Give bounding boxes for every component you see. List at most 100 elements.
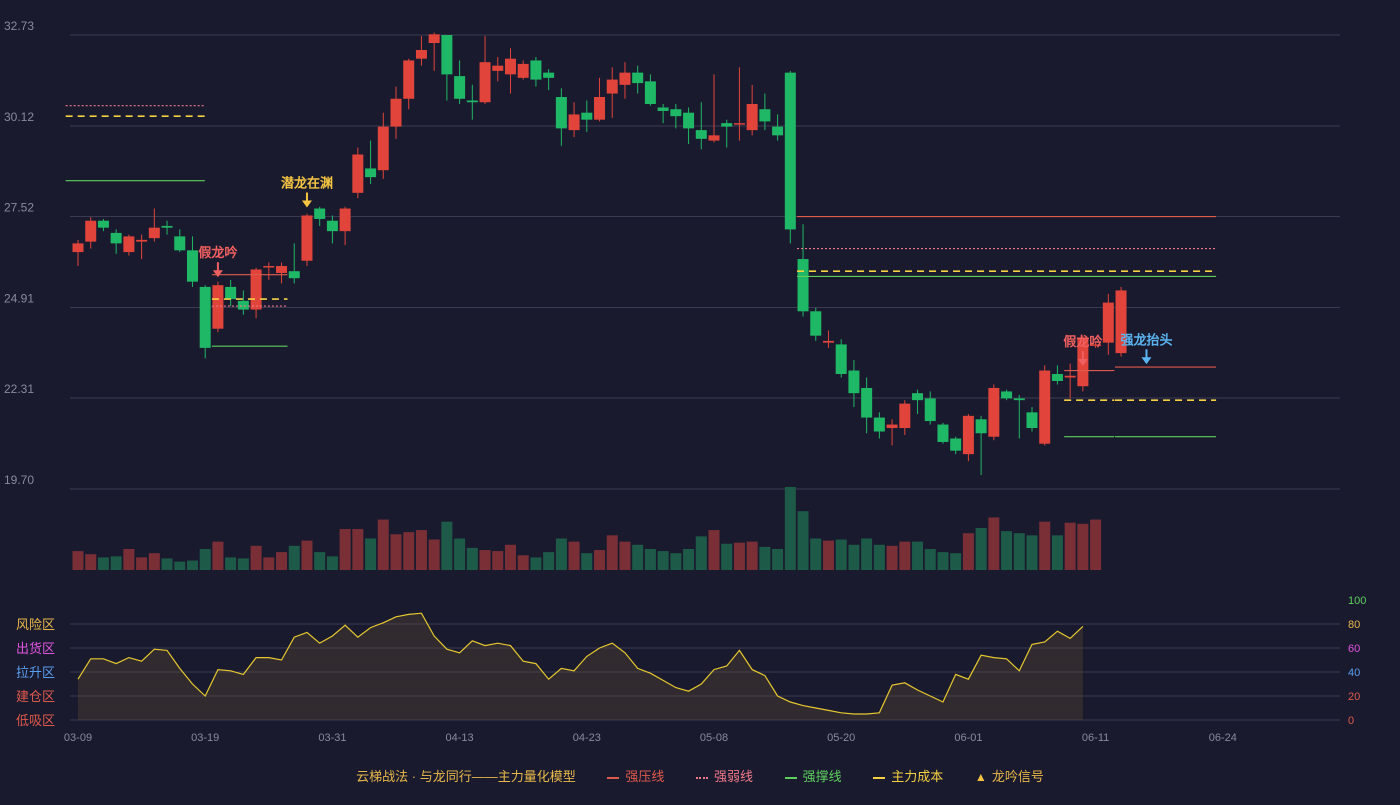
date-tick-label: 06-01 bbox=[954, 732, 982, 744]
volume-bar bbox=[136, 557, 148, 570]
candle-body bbox=[466, 100, 478, 103]
candle-body bbox=[708, 135, 720, 141]
candle-body bbox=[899, 403, 911, 429]
osc-line bbox=[77, 612, 1084, 715]
date-tick-label: 05-20 bbox=[827, 732, 855, 744]
price-tick-label: 22.31 bbox=[4, 382, 34, 396]
candle-body bbox=[225, 286, 237, 300]
candle-body bbox=[950, 438, 962, 451]
legend-swatch bbox=[696, 776, 708, 779]
legend-item-signal: ▲ 龙吟信号 bbox=[975, 766, 1044, 785]
signal-arrow-head bbox=[1077, 359, 1088, 367]
volume-bar bbox=[543, 552, 555, 570]
candle-body bbox=[1115, 290, 1127, 354]
candle-body bbox=[530, 60, 542, 80]
candle-body bbox=[237, 300, 249, 310]
osc-right-tick: 20 bbox=[1348, 691, 1360, 703]
candle-body bbox=[975, 419, 987, 434]
candle-body bbox=[1064, 375, 1076, 378]
candle-body bbox=[568, 114, 580, 131]
volume-bar bbox=[950, 553, 962, 570]
candle-body bbox=[110, 232, 122, 244]
candle-body bbox=[619, 72, 631, 85]
volume-bar bbox=[85, 554, 97, 570]
candle-body bbox=[148, 227, 160, 239]
candle-body bbox=[97, 220, 109, 228]
volume-bar bbox=[314, 552, 326, 570]
candle-body bbox=[657, 107, 669, 111]
candle-body bbox=[759, 109, 771, 122]
volume-bar bbox=[339, 529, 351, 570]
volume-bar bbox=[288, 545, 300, 570]
osc-right-tick: 80 bbox=[1348, 619, 1360, 631]
volume-bar bbox=[873, 544, 885, 570]
volume-bar bbox=[695, 536, 707, 570]
date-axis: 03-09 03-19 03-31 04-13 04-23 05-08 05-20 06-01… bbox=[64, 732, 1237, 744]
volume-bar bbox=[759, 546, 771, 570]
candle-body bbox=[861, 387, 873, 418]
volume-bar bbox=[263, 557, 275, 570]
volume-bar bbox=[899, 541, 911, 570]
candle-body bbox=[479, 62, 491, 103]
volume-bar bbox=[835, 539, 847, 570]
candle-body bbox=[1026, 412, 1038, 429]
volume-bar bbox=[504, 544, 516, 570]
candle-body bbox=[1102, 302, 1114, 343]
volume-bar bbox=[276, 552, 288, 570]
volume-bar bbox=[733, 542, 745, 570]
volume-bar bbox=[555, 538, 567, 570]
volume-bar bbox=[174, 561, 186, 570]
candle-body bbox=[873, 417, 885, 432]
candle-body bbox=[492, 65, 504, 71]
candle-body bbox=[606, 79, 618, 94]
candle-body bbox=[1039, 370, 1051, 444]
volume-bar bbox=[123, 548, 135, 570]
volume-bar bbox=[479, 550, 491, 570]
candle-body bbox=[721, 123, 733, 127]
candle-body bbox=[937, 424, 949, 442]
signal-label: 假龙吟 bbox=[198, 245, 237, 260]
candle-body bbox=[288, 271, 300, 279]
legend: 云梯战法 · 与龙同行——主力量化模型 强压线 强弱线 强撑线 主力成本 ▲ 龙吟… bbox=[0, 766, 1400, 785]
volume-bar bbox=[861, 538, 873, 570]
osc-right-tick: 40 bbox=[1348, 667, 1360, 679]
volume-bar bbox=[301, 540, 313, 570]
candle-body bbox=[822, 340, 834, 343]
candle-body bbox=[174, 236, 186, 251]
volume-bar bbox=[326, 556, 338, 570]
volume-bars bbox=[72, 487, 1102, 570]
candle-body bbox=[555, 97, 567, 129]
volume-bar bbox=[568, 541, 580, 570]
volume-bar bbox=[606, 535, 618, 570]
legend-item-strong-weak: 强弱线 bbox=[696, 766, 753, 785]
candle-body bbox=[632, 72, 644, 84]
legend-label: 主力成本 bbox=[891, 769, 944, 784]
osc-zone-label: 风险区 bbox=[16, 617, 55, 632]
candle-body bbox=[72, 243, 84, 253]
volume-bar bbox=[415, 530, 427, 570]
candle-body bbox=[326, 220, 338, 232]
volume-bar bbox=[746, 541, 758, 570]
price-tick-label: 32.73 bbox=[4, 19, 34, 33]
candle-body bbox=[695, 130, 707, 139]
candle-body bbox=[1051, 374, 1063, 381]
volume-bar bbox=[632, 544, 644, 570]
date-tick-label: 03-09 bbox=[64, 732, 92, 744]
candle-body bbox=[365, 168, 377, 178]
candle-body bbox=[835, 344, 847, 375]
candle-body bbox=[797, 259, 809, 312]
volume-bar bbox=[161, 558, 173, 570]
candle-body bbox=[212, 285, 224, 329]
legend-label: 强压线 bbox=[625, 769, 665, 784]
volume-bar bbox=[72, 551, 84, 570]
candles bbox=[72, 32, 1127, 476]
volume-bar bbox=[199, 548, 211, 570]
overlay-lines bbox=[65, 105, 1217, 438]
osc-right-tick: 0 bbox=[1348, 715, 1354, 727]
legend-label: 龙吟信号 bbox=[991, 769, 1044, 784]
legend-label: 强撑线 bbox=[802, 769, 842, 784]
osc-right-tick: 60 bbox=[1348, 643, 1360, 655]
candle-body bbox=[161, 225, 173, 228]
